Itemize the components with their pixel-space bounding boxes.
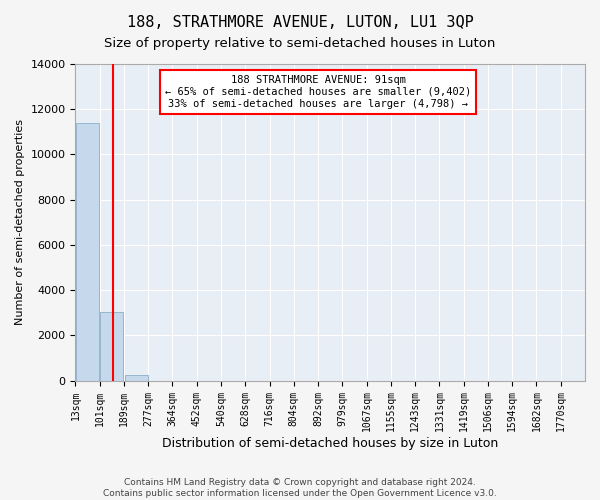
Text: 188 STRATHMORE AVENUE: 91sqm
← 65% of semi-detached houses are smaller (9,402)
3: 188 STRATHMORE AVENUE: 91sqm ← 65% of se… — [165, 76, 471, 108]
Bar — [125, 375, 148, 380]
X-axis label: Distribution of semi-detached houses by size in Luton: Distribution of semi-detached houses by … — [162, 437, 499, 450]
Text: Size of property relative to semi-detached houses in Luton: Size of property relative to semi-detach… — [104, 38, 496, 51]
Text: Contains HM Land Registry data © Crown copyright and database right 2024.
Contai: Contains HM Land Registry data © Crown c… — [103, 478, 497, 498]
Y-axis label: Number of semi-detached properties: Number of semi-detached properties — [15, 120, 25, 326]
Bar — [76, 123, 99, 380]
Text: 188, STRATHMORE AVENUE, LUTON, LU1 3QP: 188, STRATHMORE AVENUE, LUTON, LU1 3QP — [127, 15, 473, 30]
Bar — [100, 312, 124, 380]
